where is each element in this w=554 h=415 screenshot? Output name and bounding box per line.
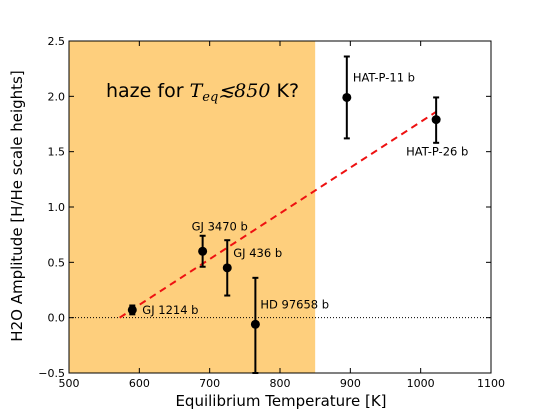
- y-tick-label: −0.5: [38, 367, 65, 380]
- y-tick-label: 0.5: [48, 256, 66, 269]
- point-label: HAT-P-26 b: [406, 145, 468, 159]
- point-marker: [127, 305, 137, 315]
- point-label: HD 97658 b: [260, 297, 329, 311]
- haze-suffix: K?: [270, 80, 299, 102]
- y-tick-label: 0.0: [48, 312, 66, 325]
- data-point: HAT-P-11 b: [342, 55, 415, 140]
- data-point: GJ 1214 b: [127, 303, 198, 317]
- data-point: GJ 3470 b: [192, 219, 248, 268]
- point-marker: [342, 92, 352, 102]
- y-tick-label: 1.5: [48, 146, 66, 159]
- x-tick-label: 900: [340, 377, 361, 390]
- x-tick-label: 600: [129, 377, 150, 390]
- data-point: HAT-P-26 b: [406, 96, 468, 159]
- point-marker: [222, 263, 232, 273]
- x-tick-label: 1100: [477, 377, 505, 390]
- data-point: HD 97658 b: [250, 276, 329, 374]
- point-label: HAT-P-11 b: [353, 70, 415, 84]
- axis-ticks: 500 600 700 800 900 1000 1100 −0.5 0.0 0.5 1.0 1.5 2…: [38, 35, 505, 390]
- point-label: GJ 1214 b: [142, 303, 198, 317]
- y-tick-label: 1.0: [48, 201, 66, 214]
- x-tick-label: 1000: [407, 377, 435, 390]
- y-tick-label: 2.0: [48, 90, 66, 103]
- point-label: GJ 436 b: [233, 246, 282, 260]
- x-tick-label: 700: [199, 377, 220, 390]
- haze-annotation: haze for Teq≲850 K?: [106, 80, 299, 105]
- x-tick-label: 800: [270, 377, 291, 390]
- trend-line: [119, 110, 437, 319]
- haze-sub: eq: [202, 90, 218, 105]
- x-tick-label: 500: [59, 377, 80, 390]
- data-points: GJ 1214 b GJ 3470 b GJ 436 b HD 97658 b HAT-…: [127, 55, 468, 374]
- point-marker: [250, 319, 260, 329]
- haze-prefix: haze for: [106, 80, 190, 102]
- haze-var: T: [190, 80, 204, 102]
- point-marker: [431, 115, 441, 125]
- haze-rel: ≲850: [218, 80, 270, 102]
- x-axis-label: Equilibrium Temperature [K]: [175, 392, 386, 410]
- y-axis-label: H2O Amplitude [H/He scale heights]: [8, 70, 26, 341]
- point-label: GJ 3470 b: [192, 219, 248, 233]
- y-tick-label: 2.5: [48, 35, 66, 48]
- point-marker: [198, 246, 208, 256]
- data-point: GJ 436 b: [222, 239, 282, 297]
- plot-frame: [68, 40, 492, 374]
